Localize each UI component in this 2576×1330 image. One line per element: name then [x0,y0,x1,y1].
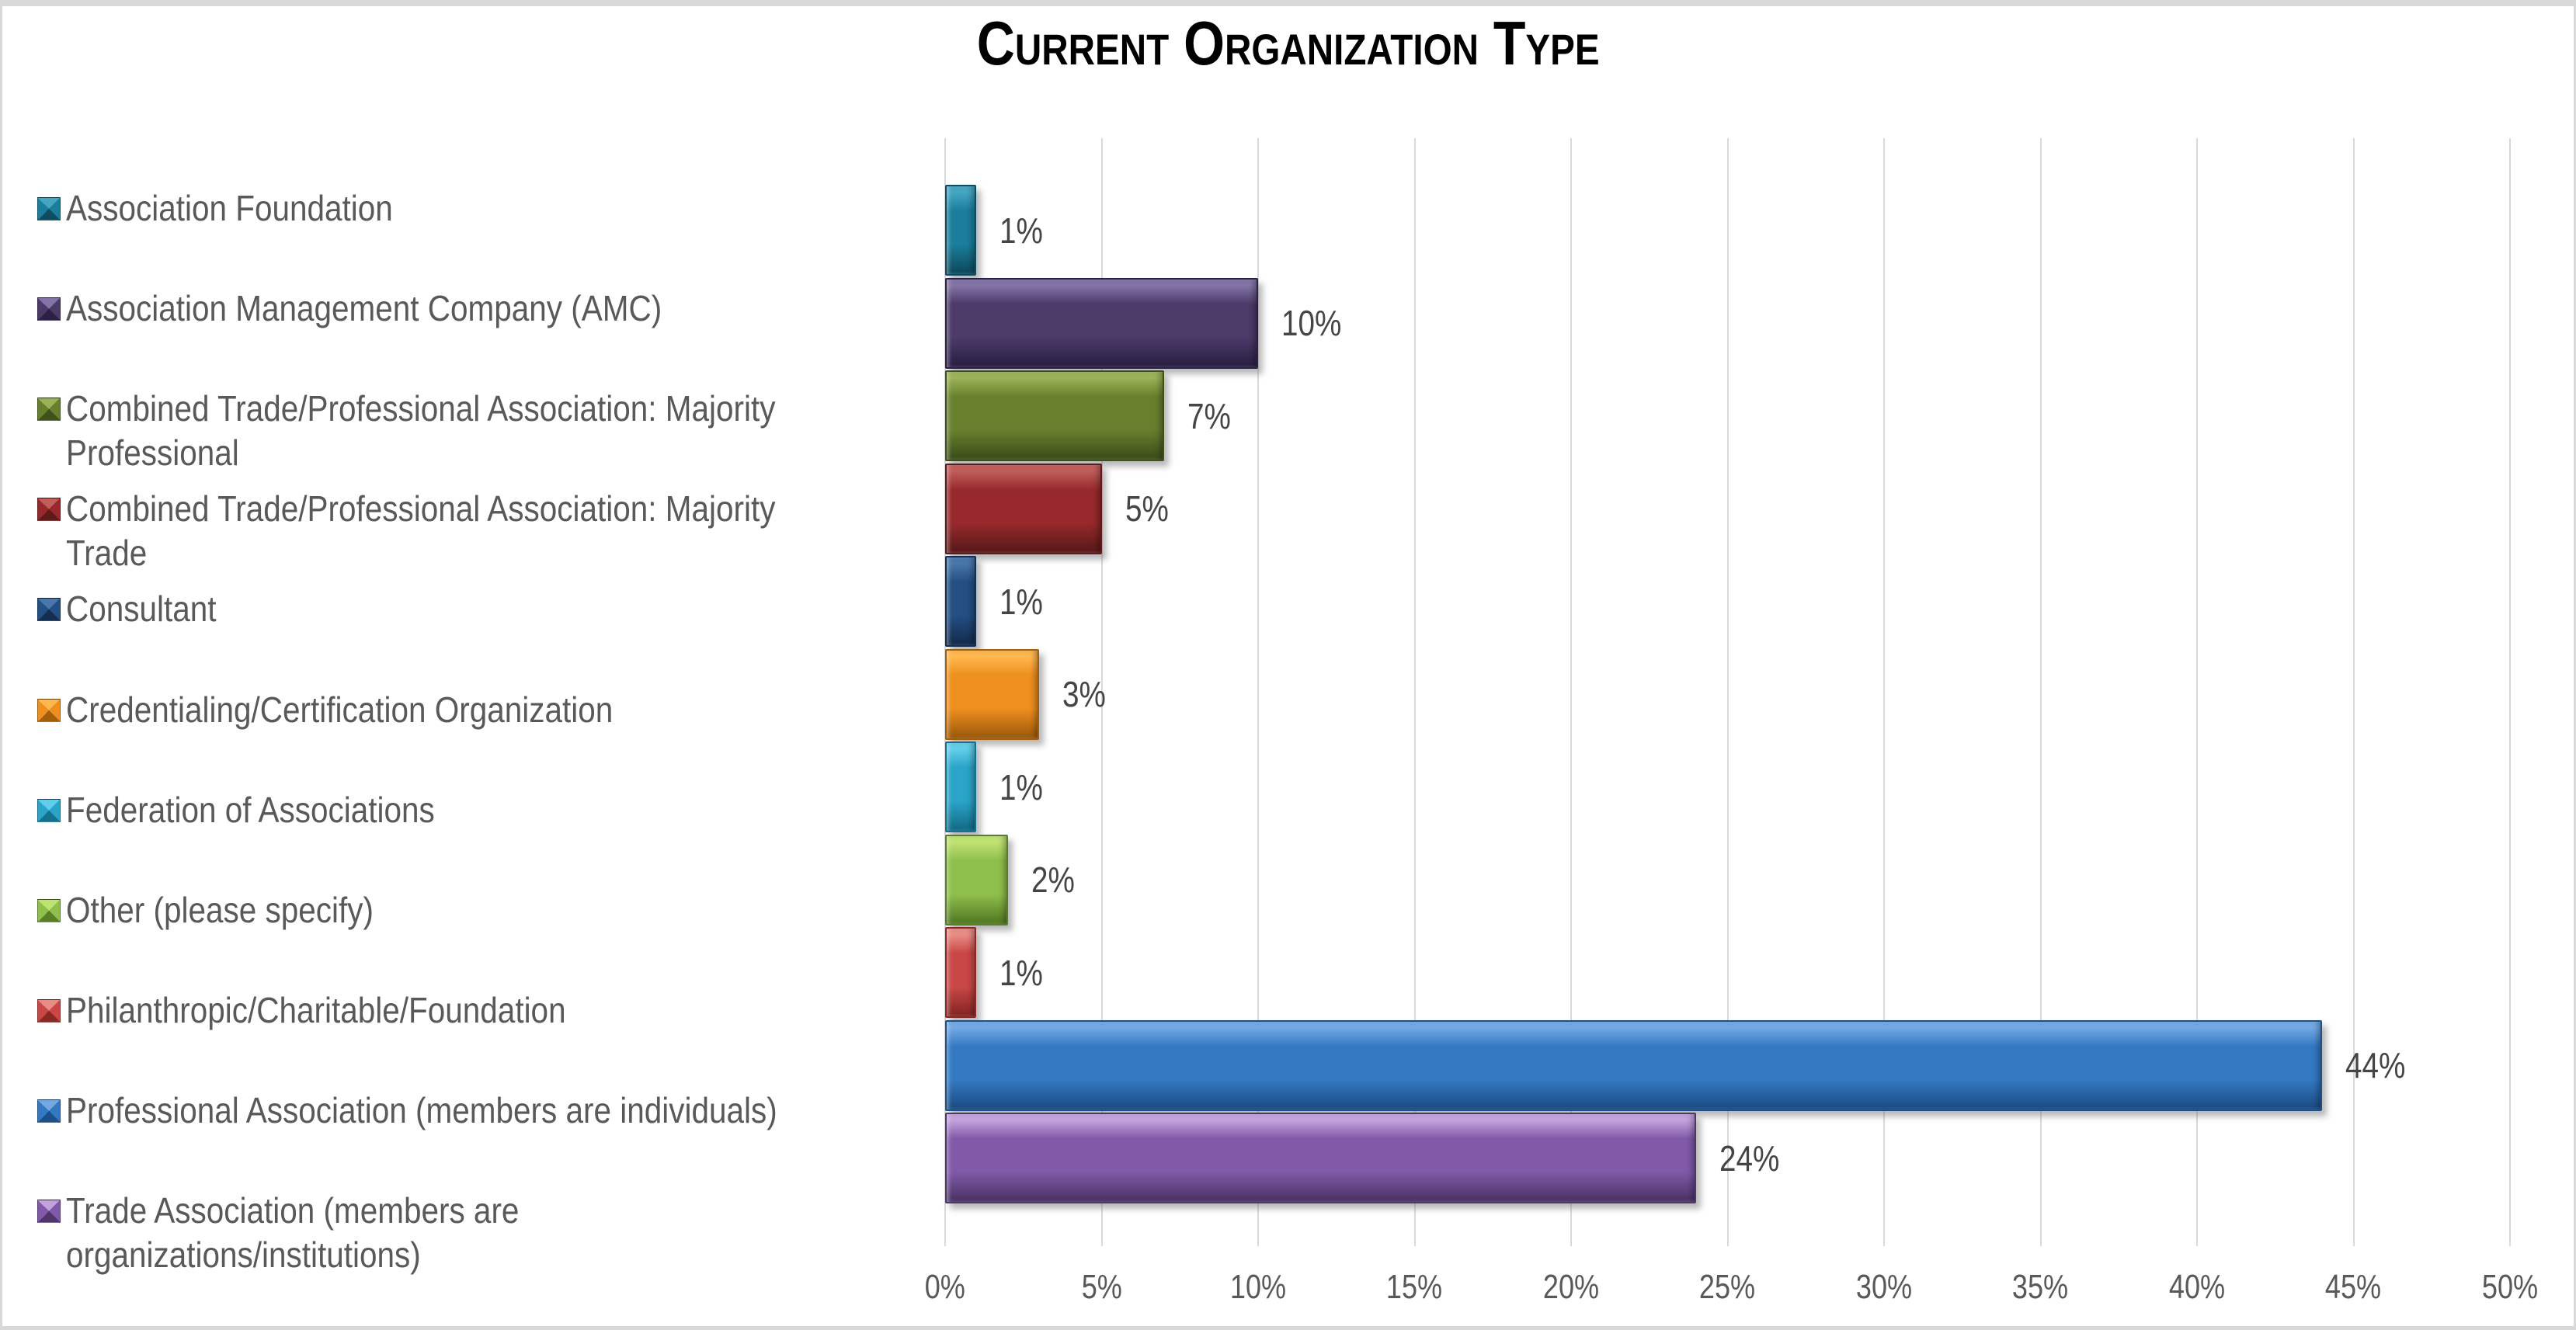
chart-title: Current Organization Type [976,9,1600,78]
legend-key-swatch [37,297,61,321]
x-axis-tick-label: 0% [924,1268,966,1306]
frame-bottom-edge [0,1326,2576,1330]
x-axis-tick-label: 5% [1081,1268,1122,1306]
bar-3 [945,463,1102,554]
x-axis-tick-label: 20% [1542,1268,1600,1306]
legend-item-label: Other (please specify) [66,889,374,930]
gridline [1570,138,1572,1246]
gridline [2196,138,2198,1246]
gridline [1257,138,1259,1246]
gridline [2509,138,2511,1246]
x-axis-tick-label: 30% [1855,1268,1913,1306]
bar-value-label: 3% [1062,674,1106,714]
legend-key-swatch [37,698,61,722]
x-axis-tick-label: 15% [1386,1268,1443,1306]
bar-0 [945,185,977,276]
x-axis-tick-label: 35% [2012,1268,2069,1306]
legend-item-label: Philanthropic/Charitable/Foundation [66,989,566,1030]
gridline [1100,138,1103,1246]
legend-item-7: Other (please specify) [37,888,1187,932]
legend-item-6: Federation of Associations [37,788,1187,832]
bar-9 [945,1019,2323,1111]
legend-key-swatch [37,898,61,922]
legend-item-0: Association Foundation [37,186,1187,231]
legend-item-label: Association Foundation [66,188,393,228]
bar-value-label: 10% [1281,303,1342,343]
bar-value-label: 5% [1125,488,1169,529]
legend-key-swatch [37,1200,61,1223]
legend-key-swatch [37,498,61,522]
legend-item-label: Trade Association (members are organizat… [66,1190,520,1275]
legend-item-3: Combined Trade/Professional Association:… [37,487,1187,575]
bar-value-label: 1% [999,766,1044,807]
x-axis-tick-label: 25% [1699,1268,1756,1306]
legend-item-9: Professional Association (members are in… [37,1089,1187,1133]
bar-value-label: 1% [999,210,1044,251]
bar-value-label: 1% [999,581,1044,622]
frame-right-edge [2574,0,2576,1330]
legend-key-swatch [37,798,61,822]
bar-value-label: 1% [999,952,1044,993]
legend-item-4: Consultant [37,587,1187,631]
bar-2 [945,370,1165,461]
bar-1 [945,277,1258,369]
legend-item-label: Professional Association (members are in… [66,1089,777,1130]
legend-item-label: Association Management Company (AMC) [66,288,662,329]
legend-item-label: Federation of Associations [66,789,435,830]
bar-10 [945,1113,1697,1203]
legend-item-1: Association Management Company (AMC) [37,286,1187,331]
legend-item-10: Trade Association (members are organizat… [37,1189,1187,1277]
bar-value-label: 7% [1187,395,1231,436]
x-axis-tick-label: 50% [2481,1268,2539,1306]
legend-key-swatch [37,598,61,622]
legend-key-swatch [37,398,61,422]
legend-key-swatch [37,998,61,1023]
gridline [2039,138,2042,1246]
frame-left-edge [0,0,2,1330]
bar-6 [945,741,977,832]
legend-item-8: Philanthropic/Charitable/Foundation [37,988,1187,1033]
bar-value-label: 24% [1719,1137,1780,1179]
legend-key-swatch [37,197,61,221]
legend-item-label: Combined Trade/Professional Association:… [66,488,776,574]
legend-item-5: Credentialing/Certification Organization [37,688,1187,732]
gridline [1883,138,1885,1246]
frame-top-edge [0,0,2576,6]
gridline [1726,138,1729,1246]
legend-item-label: Credentialing/Certification Organization [66,689,614,730]
x-axis-tick-label: 40% [2168,1268,2226,1306]
x-axis-tick-label: 10% [1229,1268,1287,1306]
x-axis-tick-label: 45% [2325,1268,2382,1306]
legend-item-label: Combined Trade/Professional Association:… [66,388,776,474]
bar-5 [945,648,1039,740]
legend-item-label: Consultant [66,589,217,630]
gridline [1413,138,1416,1246]
chart-title-area: Current Organization Type [0,8,2576,93]
gridline [2352,138,2355,1246]
bar-value-label: 2% [1031,859,1075,900]
legend-key-swatch [37,1099,61,1123]
bar-4 [945,556,977,647]
bar-value-label: 44% [2345,1045,2406,1085]
bar-8 [945,927,977,1018]
bar-7 [945,834,1008,925]
legend-item-2: Combined Trade/Professional Association:… [37,387,1187,475]
